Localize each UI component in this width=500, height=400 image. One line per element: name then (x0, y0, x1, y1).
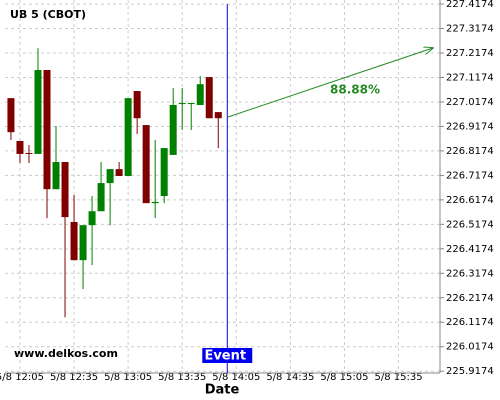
candle-body (151, 201, 159, 204)
candle-body (79, 225, 87, 261)
event-label: Event (204, 349, 246, 364)
candle-body (160, 148, 168, 197)
x-tick-label: 5/8 12:35 (50, 372, 98, 383)
candle-body (196, 84, 204, 105)
candle-body (124, 98, 132, 176)
candle-body (7, 98, 15, 133)
chart-title: UB 5 (CBOT) (10, 8, 86, 21)
y-tick-label: 226.2174 (446, 293, 494, 304)
y-tick-label: 226.4174 (446, 244, 494, 255)
y-tick-label: 226.1174 (446, 317, 494, 328)
watermark: www.delkos.com (14, 347, 118, 360)
y-tick-label: 226.3174 (446, 268, 494, 279)
event-box (202, 348, 253, 363)
candle-body (70, 221, 78, 261)
y-tick-label: 226.6174 (446, 195, 494, 206)
x-tick-label: 5/8 12:05 (0, 372, 44, 383)
y-tick-label: 227.0174 (446, 97, 494, 108)
candle-body (25, 152, 33, 154)
candle-body (133, 91, 141, 119)
candle-body (61, 162, 69, 218)
y-tick-label: 225.9174 (446, 366, 494, 377)
candle-body (115, 169, 123, 176)
y-tick-label: 227.1174 (446, 72, 494, 83)
y-tick-label: 227.2174 (446, 48, 494, 59)
y-tick-label: 226.8174 (446, 146, 494, 157)
candle-body (214, 112, 222, 119)
candle-body (88, 211, 96, 226)
y-tick-label: 226.9174 (446, 121, 494, 132)
candle-body (16, 140, 24, 154)
projection-label: 88.88% (330, 83, 380, 97)
candle-body (106, 169, 114, 184)
x-tick-label: 5/8 14:05 (212, 372, 260, 383)
candle-body (205, 77, 213, 119)
candle-body (169, 104, 177, 155)
y-tick-label: 227.3174 (446, 24, 494, 35)
y-tick-label: 227.4174 (446, 0, 494, 10)
projection-arrow (227, 48, 433, 118)
candle-body (43, 69, 51, 190)
y-tick-label: 226.5174 (446, 219, 494, 230)
x-tick-label: 5/8 13:05 (104, 372, 152, 383)
x-tick-label: 5/8 15:05 (320, 372, 368, 383)
candle-body (187, 103, 195, 105)
candle-body (178, 103, 186, 105)
x-tick-label: 5/8 13:35 (158, 372, 206, 383)
x-axis-label: Date (205, 383, 240, 398)
candle-body (142, 125, 150, 204)
candle-body (52, 162, 60, 190)
x-tick-label: 5/8 15:35 (374, 372, 422, 383)
candle-body (97, 183, 105, 212)
x-tick-label: 5/8 14:35 (266, 372, 314, 383)
y-tick-label: 226.7174 (446, 170, 494, 181)
y-tick-label: 226.0174 (446, 342, 494, 353)
candle-body (34, 69, 42, 154)
